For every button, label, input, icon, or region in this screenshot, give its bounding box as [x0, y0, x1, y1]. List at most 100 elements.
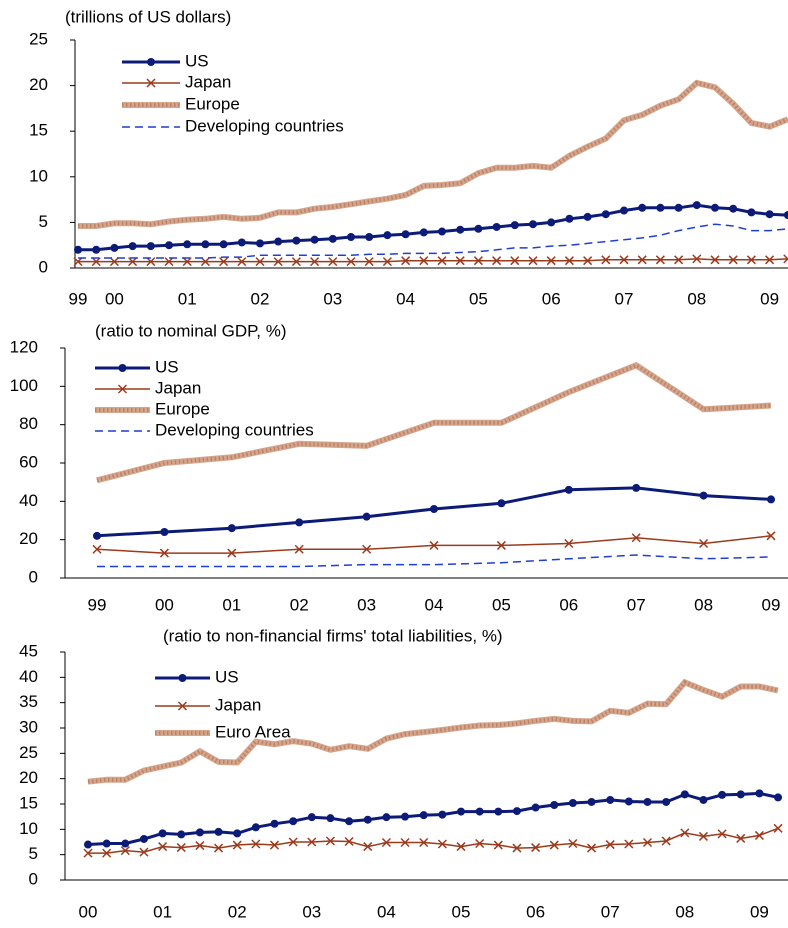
legend-marker [177, 701, 188, 711]
x-tick-label: 99 [69, 289, 88, 308]
marker [419, 228, 428, 237]
marker [307, 813, 316, 822]
marker [456, 225, 465, 234]
marker [401, 812, 410, 821]
marker [128, 257, 138, 267]
marker [662, 797, 671, 806]
marker [699, 491, 708, 500]
marker [256, 239, 264, 248]
y-tick-label: 5 [29, 844, 38, 863]
marker [661, 836, 671, 846]
series-line [78, 258, 788, 263]
marker [605, 840, 615, 850]
marker [729, 204, 738, 213]
marker [736, 790, 745, 799]
x-tick-label: 05 [469, 289, 488, 308]
y-tick-label: 15 [29, 121, 48, 140]
y-tick-label: 5 [39, 212, 48, 231]
marker [328, 234, 337, 243]
y-tick-label: 15 [19, 793, 38, 812]
x-tick-label: 01 [178, 289, 197, 308]
marker [692, 254, 702, 264]
marker [549, 840, 559, 850]
marker [128, 242, 137, 251]
marker [73, 257, 83, 267]
x-tick-label: 09 [750, 902, 769, 921]
marker [473, 256, 483, 266]
legend-label: Japan [155, 378, 201, 397]
marker [292, 236, 301, 245]
legend-marker [118, 364, 127, 372]
y-tick-label: 120 [10, 337, 38, 356]
marker [237, 238, 246, 247]
x-tick-label: 05 [492, 595, 511, 614]
marker [564, 538, 574, 549]
marker [419, 256, 429, 266]
marker [529, 220, 537, 229]
marker [382, 257, 392, 267]
y-tick-label: 60 [19, 452, 38, 471]
x-tick-label: 07 [627, 595, 646, 614]
marker [382, 813, 391, 822]
marker [92, 245, 101, 254]
marker [200, 257, 210, 267]
x-tick-label: 04 [425, 595, 444, 614]
series-line [78, 203, 788, 252]
marker [710, 255, 720, 265]
marker [146, 257, 156, 267]
legend-label: Japan [215, 695, 261, 714]
marker [699, 538, 709, 549]
marker [364, 257, 374, 267]
legend-label: US [155, 357, 179, 376]
marker [765, 255, 775, 265]
marker [492, 222, 501, 231]
marker [102, 848, 112, 858]
x-tick-label: 06 [526, 902, 545, 921]
y-tick-label: 0 [29, 869, 38, 888]
hatch [87, 680, 779, 784]
y-tick-label: 0 [39, 257, 48, 276]
marker [310, 235, 319, 244]
marker [783, 211, 788, 220]
x-tick-label: 07 [601, 902, 620, 921]
marker [401, 256, 411, 266]
marker [91, 257, 101, 267]
marker [736, 833, 746, 843]
marker [475, 838, 485, 849]
marker [564, 485, 573, 494]
marker [345, 817, 354, 826]
marker [456, 842, 466, 852]
marker [429, 540, 439, 550]
marker [195, 841, 205, 851]
marker [251, 823, 260, 832]
x-tick-label: 07 [615, 289, 634, 308]
marker [766, 531, 776, 541]
marker [655, 255, 665, 265]
marker [568, 798, 577, 807]
marker [419, 837, 429, 848]
marker [110, 243, 119, 252]
marker [718, 790, 727, 799]
marker [146, 242, 155, 251]
x-tick-label: 02 [251, 289, 270, 308]
marker [624, 797, 633, 806]
marker [583, 212, 592, 221]
marker [494, 807, 503, 816]
x-tick-label: 02 [290, 595, 309, 614]
y-tick-label: 20 [19, 529, 38, 548]
marker [214, 843, 224, 853]
marker [474, 224, 483, 233]
legend-label: Japan [185, 72, 231, 91]
marker [455, 256, 465, 266]
marker [291, 257, 301, 267]
marker [620, 206, 628, 215]
marker [438, 227, 446, 236]
marker [295, 518, 304, 527]
marker [550, 801, 559, 810]
y-tick-label: 20 [29, 75, 48, 94]
marker [438, 810, 447, 819]
chart-title: (trillions of US dollars) [65, 7, 231, 26]
marker [746, 255, 756, 265]
marker [642, 837, 653, 848]
marker [774, 793, 783, 802]
